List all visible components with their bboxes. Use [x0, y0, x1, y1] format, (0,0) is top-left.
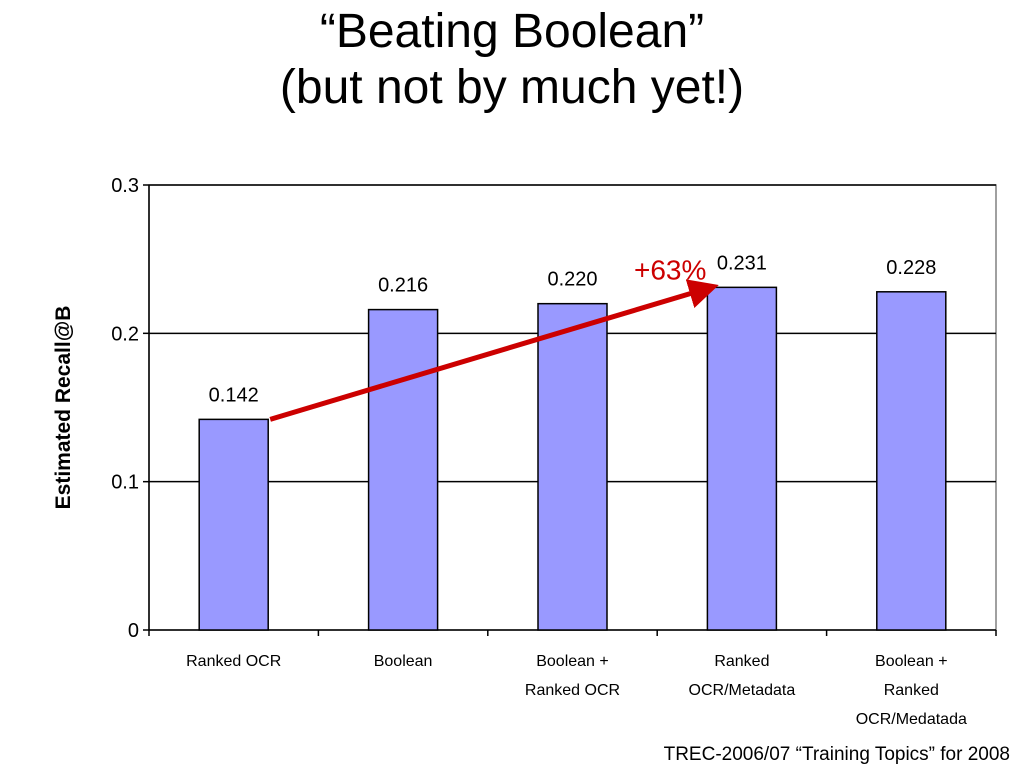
- y-tick-label: 0.1: [111, 472, 139, 494]
- slide-title: “Beating Boolean” (but not by much yet!): [0, 4, 1024, 116]
- bar: [367, 308, 439, 631]
- y-tick-label: 0: [128, 620, 139, 642]
- title-line-2: (but not by much yet!): [279, 61, 745, 114]
- x-tick-label: OCR/Medatada: [856, 711, 967, 728]
- data-label: 0.220: [547, 269, 597, 291]
- y-tick-label: 0.2: [111, 323, 139, 345]
- bar: [706, 286, 778, 631]
- bar: [198, 418, 269, 631]
- y-axis-title: Estimated Recall@B: [52, 306, 75, 510]
- x-tick-label: Ranked: [884, 682, 939, 699]
- x-tick-label: Boolean +: [875, 653, 948, 670]
- data-label: 0.216: [378, 275, 428, 297]
- growth-arrow: [269, 279, 719, 422]
- x-tick-label: Ranked OCR: [186, 653, 281, 670]
- bar: [537, 302, 608, 631]
- footer-caption: TREC-2006/07 “Training Topics” for 2008: [663, 744, 1010, 765]
- growth-annotation: +63%: [634, 254, 706, 285]
- x-tick-label: Ranked OCR: [525, 682, 620, 699]
- x-tick-label: Boolean +: [536, 653, 609, 670]
- x-tick-label: Boolean: [374, 653, 433, 670]
- data-label: 0.231: [717, 252, 767, 274]
- data-label: 0.142: [209, 384, 259, 406]
- y-tick-label: 0.3: [111, 175, 139, 197]
- data-label: 0.228: [886, 257, 936, 279]
- x-tick-label: Ranked: [714, 653, 769, 670]
- x-tick-label: OCR/Metadata: [689, 682, 796, 699]
- title-line-1: “Beating Boolean”: [319, 5, 705, 58]
- bar: [876, 291, 947, 631]
